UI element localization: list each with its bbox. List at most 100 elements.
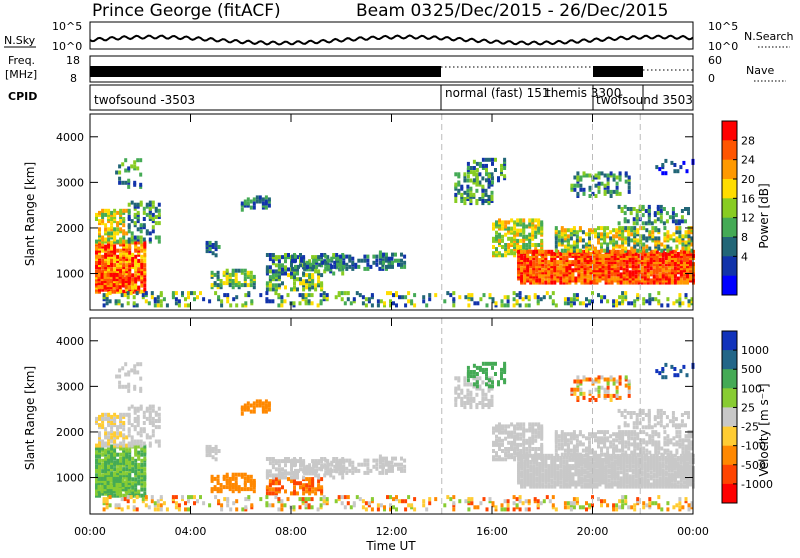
power-cell xyxy=(332,253,335,257)
velocity-cell xyxy=(187,495,190,499)
power-cell xyxy=(491,162,494,166)
velocity-cell xyxy=(155,411,158,415)
power-cell xyxy=(615,228,618,232)
power-cell xyxy=(513,303,516,307)
velocity-cell xyxy=(395,495,398,499)
power-cell xyxy=(642,247,645,251)
power-cell xyxy=(583,171,586,175)
velocity-cell xyxy=(253,406,256,410)
velocity-cell xyxy=(552,495,555,499)
velocity-cell xyxy=(580,485,583,489)
power-cell xyxy=(143,263,146,267)
velocity-cell xyxy=(277,507,280,511)
power-cell xyxy=(473,301,476,305)
velocity-cell xyxy=(113,487,116,491)
velocity-cell xyxy=(253,479,256,483)
velocity-cell xyxy=(104,417,107,421)
power-cell xyxy=(621,295,624,299)
velocity-cell xyxy=(672,505,675,509)
velocity-cell xyxy=(220,507,223,511)
power-cell xyxy=(345,267,348,271)
power-cell xyxy=(327,259,330,263)
power-cell xyxy=(190,291,193,295)
power-cell xyxy=(584,270,587,274)
velocity-cell xyxy=(386,495,389,499)
velocity-cell xyxy=(101,473,104,477)
velocity-cell xyxy=(131,461,134,465)
velocity-cell xyxy=(400,467,403,471)
power-cell xyxy=(558,238,561,242)
power-cell xyxy=(636,228,639,232)
velocity-cell xyxy=(463,401,466,405)
power-cell xyxy=(677,252,680,256)
power-cell xyxy=(321,261,324,265)
power-cell xyxy=(627,226,630,230)
power-cell xyxy=(642,213,645,217)
power-cell xyxy=(158,209,161,213)
power-cell xyxy=(615,241,618,245)
velocity-cell xyxy=(116,459,119,463)
velocity-cell xyxy=(504,424,507,428)
power-cell xyxy=(109,291,112,295)
power-cell xyxy=(363,267,366,271)
velocity-cell xyxy=(463,395,466,399)
power-cell xyxy=(106,301,109,305)
power-cell xyxy=(481,193,484,197)
velocity-cell xyxy=(320,485,323,489)
power-cell xyxy=(140,255,143,259)
power-cell xyxy=(666,303,669,307)
velocity-cell xyxy=(113,440,116,444)
power-cell xyxy=(501,253,504,257)
velocity-cell xyxy=(106,505,109,509)
power-cell xyxy=(178,303,181,307)
power-cell xyxy=(330,257,333,261)
velocity-cell xyxy=(241,412,244,416)
velocity-cell xyxy=(104,413,107,417)
power-cell xyxy=(116,255,119,259)
velocity-cell xyxy=(119,453,122,457)
velocity-cell xyxy=(209,445,212,449)
velocity-cell xyxy=(529,464,532,468)
velocity-cell xyxy=(131,435,134,439)
velocity-cell xyxy=(152,405,155,409)
power-cell xyxy=(666,249,669,253)
power-cell xyxy=(686,258,689,262)
power-cell xyxy=(269,265,272,269)
velocity-cell xyxy=(305,477,308,481)
power-cell xyxy=(685,241,688,245)
power-cell xyxy=(492,245,495,249)
velocity-cell xyxy=(327,469,330,473)
power-cell xyxy=(116,231,119,235)
velocity-cell xyxy=(525,429,528,433)
power-cell xyxy=(398,295,401,299)
velocity-cell xyxy=(241,507,244,511)
velocity-cell xyxy=(281,459,284,463)
velocity-cell xyxy=(571,464,574,468)
velocity-cell xyxy=(184,501,187,505)
power-cell xyxy=(663,232,666,236)
velocity-cell xyxy=(116,467,119,471)
power-cell xyxy=(107,261,110,265)
power-cell xyxy=(101,236,104,240)
power-cell xyxy=(308,283,311,287)
power-cell xyxy=(175,297,178,301)
velocity-cell xyxy=(323,495,326,499)
power-cell xyxy=(662,258,665,262)
power-cell xyxy=(609,241,612,245)
velocity-cell xyxy=(134,463,137,467)
power-cell xyxy=(115,171,118,175)
power-cell xyxy=(537,299,540,303)
velocity-cell xyxy=(517,462,520,466)
velocity-cell xyxy=(181,495,184,499)
power-cell xyxy=(265,200,268,204)
velocity-cell xyxy=(143,442,146,446)
velocity-cell xyxy=(413,497,416,501)
power-cell xyxy=(688,234,691,238)
power-cell xyxy=(615,299,618,303)
power-cell xyxy=(648,230,651,234)
velocity-cell xyxy=(688,507,691,511)
power-cell xyxy=(673,169,676,173)
velocity-cell xyxy=(278,487,281,491)
power-cell xyxy=(608,264,611,268)
power-cell xyxy=(469,199,472,203)
